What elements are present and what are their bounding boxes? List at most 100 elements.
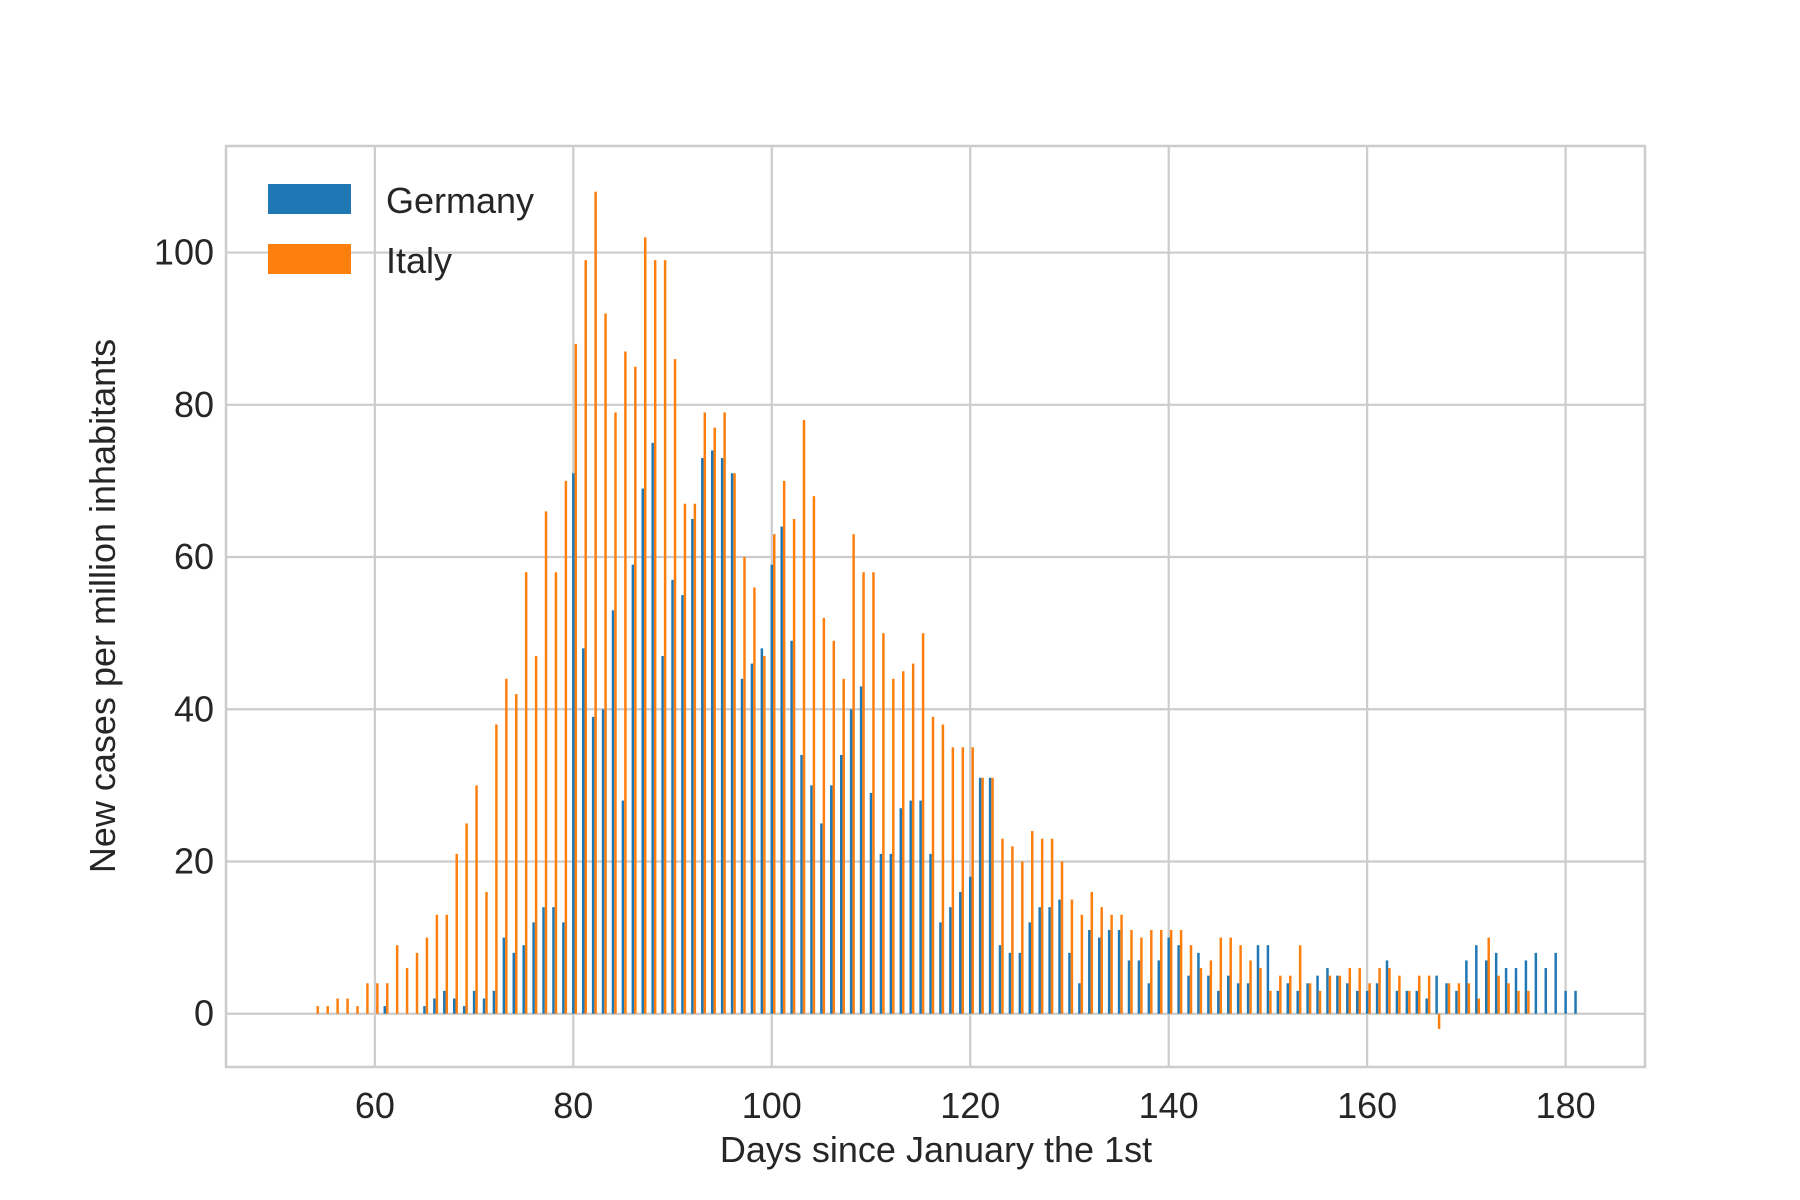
bar-italy: [673, 359, 677, 1014]
bar-italy: [356, 1006, 359, 1014]
x-tick-label: 160: [1337, 1085, 1397, 1126]
bar-germany: [671, 579, 674, 1014]
bar-italy: [1427, 975, 1431, 1014]
bar-italy: [386, 983, 389, 1014]
bar-germany: [939, 922, 942, 1014]
bar-germany: [949, 907, 952, 1014]
bar-germany: [1137, 960, 1141, 1014]
bar-italy: [931, 716, 935, 1014]
bar-italy: [515, 694, 518, 1014]
bar-germany: [1405, 990, 1409, 1014]
bar-germany: [631, 564, 635, 1014]
bar-germany: [691, 518, 694, 1014]
bar-italy: [1070, 899, 1074, 1014]
bar-germany: [502, 937, 506, 1014]
bar-germany: [552, 907, 555, 1014]
legend-label-germany: Germany: [386, 180, 534, 221]
bar-germany: [820, 823, 823, 1014]
bar-germany: [1038, 907, 1041, 1014]
bar-italy: [316, 1006, 320, 1014]
bar-germany: [1524, 960, 1528, 1014]
bar-germany: [1336, 975, 1339, 1014]
bar-italy: [1517, 990, 1520, 1014]
bar-italy: [763, 655, 766, 1014]
bar-italy: [1487, 937, 1490, 1014]
bar-germany: [959, 891, 962, 1014]
bar-italy: [634, 366, 637, 1014]
bar-italy: [663, 260, 667, 1014]
x-tick-label: 140: [1139, 1085, 1199, 1126]
bar-germany: [869, 792, 873, 1014]
bar-italy: [1269, 990, 1272, 1014]
bar-germany: [443, 990, 446, 1014]
bar-italy: [703, 412, 707, 1014]
bar-italy: [1289, 975, 1292, 1014]
bar-germany: [899, 808, 903, 1014]
legend-swatch-italy: [268, 244, 351, 274]
bar-italy: [574, 343, 578, 1014]
bar-germany: [562, 922, 565, 1014]
bar-germany: [849, 709, 853, 1014]
bar-germany: [1246, 983, 1250, 1014]
bar-italy: [921, 633, 925, 1014]
bar-italy: [1259, 968, 1262, 1014]
bar-italy: [693, 503, 697, 1014]
bar-germany: [591, 716, 595, 1014]
bar-germany: [572, 473, 575, 1014]
bar-germany: [1048, 907, 1051, 1014]
bar-italy: [713, 427, 716, 1014]
bar-germany: [859, 686, 863, 1014]
bar-germany: [830, 785, 833, 1014]
bar-italy: [1090, 891, 1094, 1014]
bar-germany: [1415, 990, 1419, 1014]
x-tick-label: 100: [742, 1085, 802, 1126]
bar-germany: [681, 595, 684, 1014]
bar-germany: [433, 998, 436, 1014]
bar-germany: [1504, 968, 1508, 1014]
bar-germany: [770, 564, 774, 1014]
bar-italy: [1050, 838, 1054, 1014]
bar-germany: [1266, 945, 1270, 1014]
bar-italy: [1497, 975, 1500, 1014]
bar-italy: [902, 671, 905, 1014]
y-tick-label: 0: [194, 993, 214, 1034]
bar-italy: [1467, 983, 1471, 1014]
bar-germany: [482, 998, 486, 1014]
bar-germany: [978, 777, 982, 1014]
bar-italy: [1179, 929, 1183, 1014]
bar-italy: [782, 480, 786, 1014]
bar-germany: [661, 655, 664, 1014]
y-tick-label: 20: [174, 840, 214, 881]
bar-italy: [1150, 929, 1153, 1014]
bar-germany: [1018, 952, 1022, 1014]
bar-germany: [1355, 990, 1359, 1014]
bar-germany: [641, 488, 645, 1014]
bar-germany: [1177, 945, 1180, 1014]
bar-germany: [740, 678, 744, 1014]
bar-italy: [1140, 937, 1143, 1014]
bar-germany: [919, 800, 922, 1014]
bar-italy: [1040, 838, 1044, 1014]
bar-italy: [1229, 937, 1232, 1014]
bar-germany: [1187, 975, 1190, 1014]
bar-italy: [951, 747, 955, 1014]
bar-italy: [524, 572, 528, 1014]
bar-germany: [1395, 990, 1399, 1014]
bar-italy: [1160, 929, 1163, 1014]
bar-germany: [1028, 922, 1032, 1014]
bar-italy: [594, 191, 597, 1014]
bar-italy: [1507, 983, 1510, 1014]
bar-germany: [909, 800, 912, 1014]
plot-frame: [224, 144, 1647, 1069]
bar-italy: [1110, 914, 1113, 1014]
bar-italy: [534, 655, 538, 1014]
bar-germany: [730, 473, 734, 1014]
x-tick-label: 120: [940, 1085, 1000, 1126]
bar-italy: [852, 534, 855, 1014]
bar-germany: [780, 526, 783, 1014]
bar-germany: [1167, 937, 1170, 1014]
bar-italy: [872, 572, 875, 1014]
bar-italy: [336, 998, 339, 1014]
bar-germany: [1564, 990, 1567, 1014]
bar-italy: [773, 534, 776, 1014]
